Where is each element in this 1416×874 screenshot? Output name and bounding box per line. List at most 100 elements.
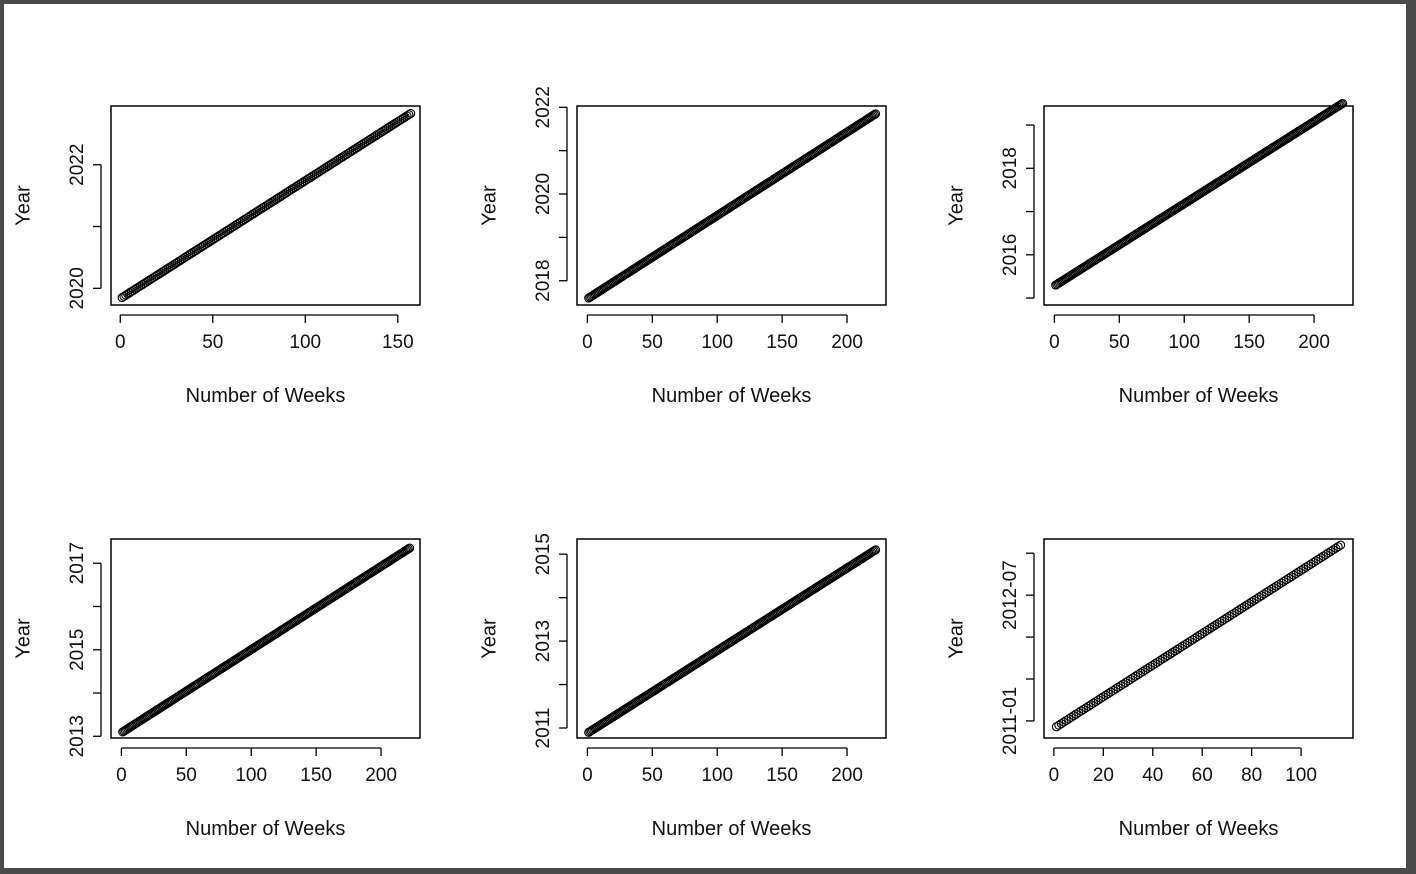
- data-point: [406, 108, 416, 118]
- data-point: [1242, 600, 1252, 610]
- data-point: [1284, 573, 1294, 583]
- data-point: [1227, 610, 1237, 620]
- plot-frame: [1043, 538, 1354, 739]
- x-tick-label: 40: [1142, 765, 1163, 786]
- data-point: [1182, 638, 1192, 648]
- data-point: [1244, 598, 1254, 609]
- data-point: [1318, 551, 1328, 561]
- data-point: [1088, 698, 1098, 708]
- chart-panel-6: 0 20 40 60 80 100 2011-01 2012-07 Number of Week…: [945, 538, 1354, 840]
- data-point: [1066, 712, 1076, 722]
- data-point: [1187, 635, 1197, 645]
- y-tick-label: 2013: [67, 715, 88, 757]
- data-point: [1200, 627, 1210, 637]
- y-axis-title: Year: [12, 618, 34, 659]
- x-tick-label: 60: [1192, 765, 1213, 786]
- y-tick-label: 2020: [67, 267, 88, 309]
- data-point: [1069, 711, 1079, 721]
- data-point: [404, 110, 414, 120]
- chart-panel-2: 0 50 100 150 200 2018 2020 2022 Number of Weeks Y…: [478, 86, 887, 407]
- data-point: [1234, 605, 1244, 615]
- data-point: [1294, 567, 1304, 577]
- data-point: [1336, 540, 1346, 550]
- figure-canvas: 0 50 100 150 2020 2022 Number of Weeks Year 0 50 1…: [4, 4, 1406, 868]
- data-points: [1051, 98, 1348, 290]
- data-point: [1256, 591, 1267, 601]
- data-point: [1143, 663, 1153, 673]
- data-point: [1093, 695, 1103, 705]
- data-point: [1172, 644, 1183, 654]
- data-points: [117, 108, 416, 303]
- data-point: [1249, 595, 1259, 605]
- data-point: [1138, 666, 1148, 677]
- data-point: [1180, 640, 1190, 650]
- x-tick-label: 150: [382, 332, 414, 353]
- data-point: [1214, 617, 1225, 628]
- x-tick-label: 200: [831, 765, 863, 786]
- data-point: [1167, 647, 1178, 658]
- data-point: [1229, 608, 1239, 618]
- data-point: [1336, 99, 1346, 109]
- y-tick-label: 2011: [533, 708, 554, 749]
- x-axis-title: Number of Weeks: [652, 385, 812, 407]
- x-tick-label: 50: [642, 332, 663, 353]
- data-point: [1061, 715, 1071, 726]
- data-point: [1197, 628, 1207, 639]
- data-point: [1207, 622, 1217, 632]
- data-point: [1217, 616, 1227, 626]
- y-tick-label: 2018: [1000, 147, 1021, 189]
- y-tick-label: 2017: [67, 542, 88, 584]
- plot-frame: [110, 105, 421, 306]
- data-point: [871, 545, 881, 555]
- x-tick-label: 0: [582, 332, 593, 353]
- data-point: [1140, 665, 1150, 675]
- plot-frame: [576, 538, 887, 739]
- x-tick-label: 100: [701, 332, 733, 353]
- data-point: [1054, 720, 1064, 730]
- data-point: [1289, 570, 1299, 580]
- data-point: [1274, 580, 1284, 590]
- data-point: [871, 109, 881, 119]
- y-tick-label: 2015: [67, 629, 88, 671]
- chart-figure: 0 50 100 150 2020 2022 Number of Weeks Year 0 50 1…: [12, 86, 1354, 840]
- x-tick-label: 200: [365, 765, 397, 786]
- x-tick-label: 200: [831, 332, 863, 353]
- x-axis-title: Number of Weeks: [186, 818, 346, 840]
- data-point: [1247, 597, 1257, 607]
- plot-frame: [576, 105, 887, 306]
- data-point: [1160, 652, 1170, 662]
- data-point: [1224, 611, 1234, 621]
- data-point: [1170, 646, 1180, 656]
- data-point: [1195, 630, 1205, 640]
- data-point: [1083, 701, 1094, 711]
- x-tick-label: 0: [582, 765, 593, 786]
- data-point: [1335, 100, 1345, 110]
- data-point: [1308, 557, 1318, 568]
- x-tick-label: 150: [766, 765, 798, 786]
- data-point: [1128, 673, 1138, 683]
- data-point: [1163, 651, 1173, 661]
- data-point: [1086, 700, 1096, 710]
- data-point: [1185, 636, 1195, 647]
- x-tick-label: 50: [1109, 332, 1130, 353]
- data-point: [1271, 581, 1281, 591]
- data-point: [1259, 589, 1269, 599]
- x-tick-label: 80: [1241, 765, 1262, 786]
- y-tick-label: 2013: [533, 620, 554, 662]
- data-point: [1051, 722, 1061, 732]
- x-tick-label: 100: [235, 765, 267, 786]
- x-tick-label: 50: [202, 332, 223, 353]
- data-point: [1326, 546, 1336, 556]
- y-axis-title: Year: [478, 618, 500, 659]
- data-point: [1177, 641, 1187, 651]
- y-tick-label: 2018: [533, 260, 554, 302]
- data-point: [1135, 668, 1145, 678]
- data-point: [1190, 633, 1200, 643]
- data-point: [1237, 603, 1247, 613]
- data-point: [1074, 708, 1084, 718]
- data-point: [1313, 554, 1323, 564]
- data-point: [1175, 643, 1185, 653]
- data-point: [1328, 545, 1338, 555]
- data-point: [1106, 687, 1116, 697]
- data-point: [1232, 606, 1242, 616]
